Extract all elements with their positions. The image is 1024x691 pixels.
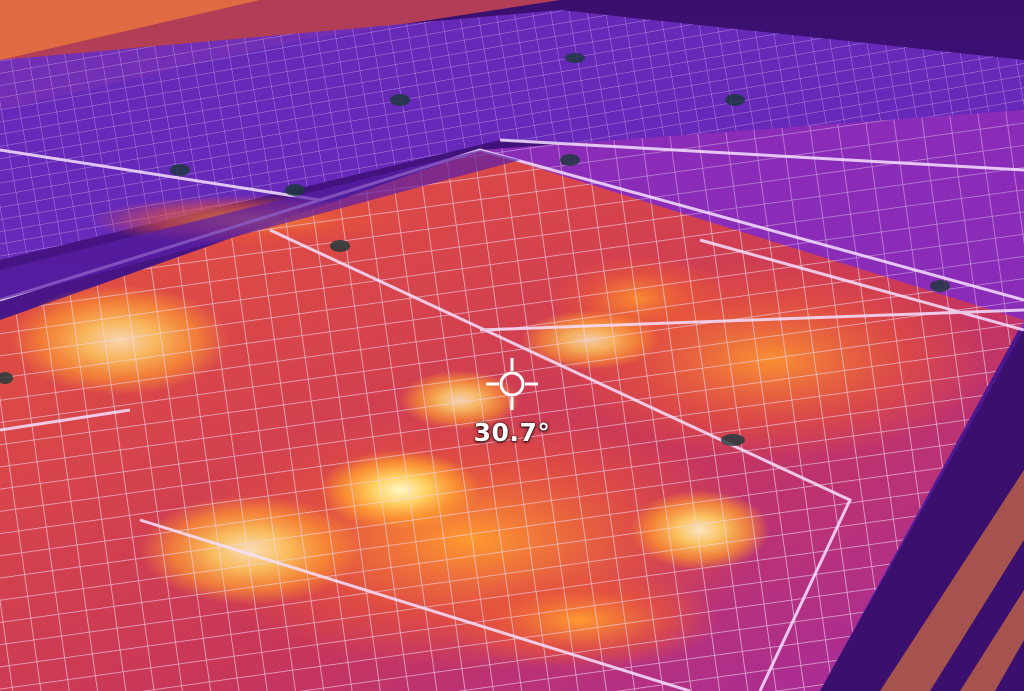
spot-temperature-readout: 30.7° [473,418,551,447]
crosshair-icon [486,358,538,410]
